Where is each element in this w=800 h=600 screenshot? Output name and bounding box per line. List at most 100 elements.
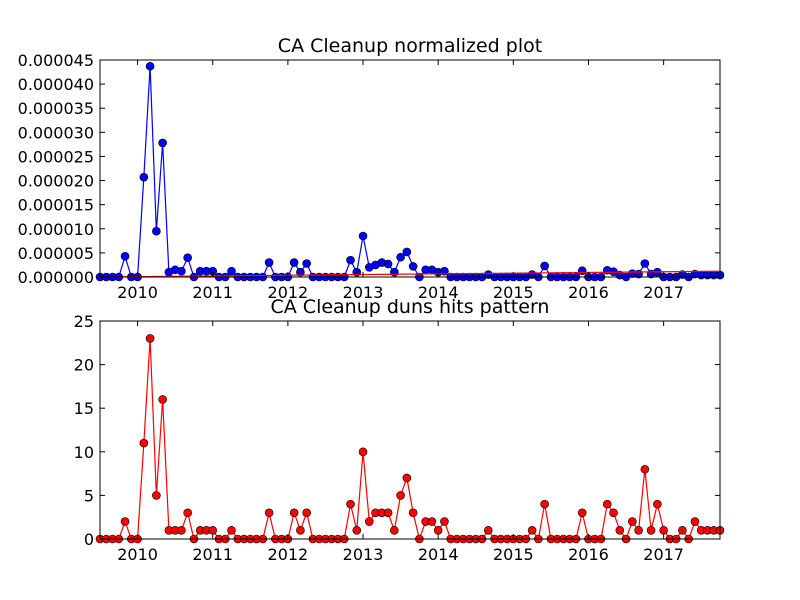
x-tick-label: 2017 [643,545,684,564]
y-tick-label: 0.000035 [18,99,94,118]
y-tick-label: 20 [74,356,94,375]
data-point [408,262,418,271]
y-tick-label: 0.000040 [18,75,94,94]
data-point [602,499,612,509]
data-point [383,508,393,518]
data-point [540,499,549,509]
data-point [408,508,418,518]
data-point [383,259,393,269]
chart-title: CA Cleanup normalized plot [278,35,542,57]
y-tick-label: 10 [74,443,94,462]
y-tick-label: 0.000015 [18,196,94,215]
data-point [158,138,167,148]
data-point [296,525,305,535]
data-point [364,517,374,526]
chart-title: CA Cleanup duns hits pattern [271,296,550,318]
data-point [289,508,299,518]
data-point [402,473,412,483]
series-line [100,338,720,542]
y-tick-label: 0.000025 [18,147,94,166]
y-tick-label: 0.000020 [18,172,94,191]
data-point [289,258,299,267]
y-tick-label: 0.000030 [18,123,94,142]
trend-line [99,270,721,278]
x-tick-label: 2014 [418,283,459,302]
data-point [634,525,643,535]
x-tick-label: 2013 [343,545,384,564]
data-point [208,525,218,535]
data-point [145,61,155,71]
data-point [402,247,412,257]
y-tick-label: 0.000045 [18,51,94,70]
data-point [646,525,656,535]
x-tick-label: 2017 [643,283,684,302]
x-tick-label: 2016 [568,545,609,564]
data-point [396,252,405,262]
data-point [346,499,355,509]
data-point [183,253,192,263]
data-point [139,172,149,182]
data-point [346,255,355,265]
data-point [690,517,700,526]
y-tick-label: 5 [84,486,94,505]
data-point [358,231,368,241]
plot-frame [99,320,721,540]
data-point [653,499,662,509]
data-point [139,438,149,448]
data-point [577,266,587,276]
data-point [120,251,130,261]
data-point [152,226,161,236]
x-tick-label: 2010 [117,545,158,564]
x-tick-label: 2010 [117,283,158,302]
data-point [427,517,437,526]
data-point [145,334,155,343]
plot-frame [99,59,721,278]
y-tick-label: 0 [84,530,94,549]
data-point [609,508,618,518]
y-tick-label: 0.000010 [18,220,94,239]
y-tick-label: 0.000005 [18,244,94,263]
y-tick-label: 0.000000 [18,268,94,287]
y-tick-label: 25 [74,312,94,331]
data-point [358,447,368,457]
x-tick-label: 2011 [192,283,233,302]
data-point [433,525,443,535]
data-point [264,258,274,267]
x-tick-label: 2012 [268,545,309,564]
data-point [177,525,186,535]
data-point [296,267,305,277]
data-point [659,525,668,535]
data-point [227,266,236,276]
series-line [100,66,720,279]
data-point [227,525,236,535]
data-point [352,525,362,535]
x-tick-label: 2012 [268,283,309,302]
x-tick-label: 2016 [568,283,609,302]
x-tick-label: 2013 [343,283,384,302]
data-point [577,508,587,518]
data-point [483,525,493,535]
x-tick-label: 2014 [418,545,459,564]
data-point [152,491,161,500]
x-tick-label: 2015 [493,283,534,302]
data-point [158,395,167,404]
data-point [678,525,687,535]
data-point [302,508,311,518]
x-tick-label: 2015 [493,545,534,564]
data-point [264,508,274,518]
data-point [527,525,537,535]
data-point [440,517,449,526]
data-point [640,259,650,268]
data-point [640,464,650,474]
data-point [183,508,192,518]
data-point [177,266,186,276]
data-point [396,491,405,500]
data-point [615,525,625,535]
data-point [390,267,399,277]
x-tick-label: 2011 [192,545,233,564]
data-point [302,259,311,268]
data-point [390,525,399,535]
y-tick-label: 15 [74,399,94,418]
data-point [120,517,130,526]
